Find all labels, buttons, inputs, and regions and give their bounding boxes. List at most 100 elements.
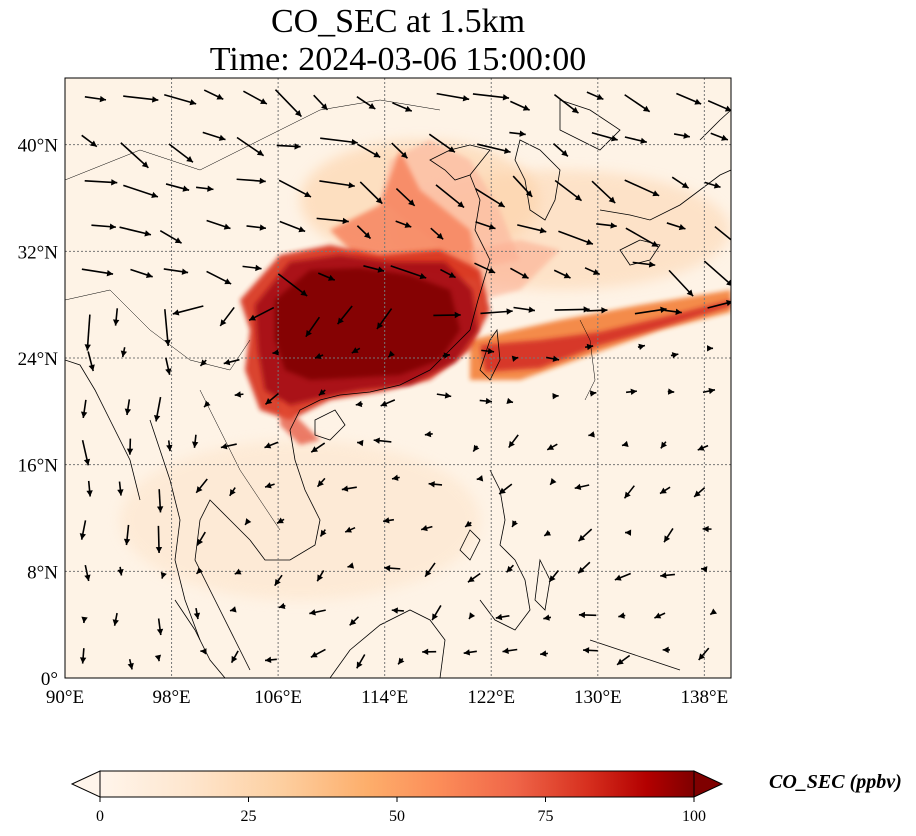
wind-arrow bbox=[79, 520, 87, 540]
wind-arrow bbox=[155, 525, 163, 554]
wind-arrow bbox=[464, 520, 472, 528]
wind-arrow bbox=[165, 357, 172, 375]
wind-arrow bbox=[637, 343, 646, 351]
wind-arrow bbox=[234, 391, 244, 398]
wind-arrow bbox=[697, 444, 709, 451]
wind-arrow bbox=[584, 267, 601, 276]
wind-arrow bbox=[577, 528, 593, 542]
lat-tick-label: 8°N bbox=[27, 562, 58, 583]
wind-arrow bbox=[163, 268, 189, 275]
wind-arrow bbox=[511, 355, 519, 362]
wind-arrow bbox=[506, 397, 514, 405]
plume-east-core bbox=[480, 300, 731, 372]
wind-arrow bbox=[81, 439, 91, 466]
wind-arrow bbox=[624, 179, 660, 197]
wind-arrow bbox=[168, 143, 194, 163]
wind-arrow bbox=[584, 343, 594, 351]
wind-arrow bbox=[654, 612, 666, 619]
wind-arrow bbox=[391, 142, 409, 159]
wind-arrow bbox=[91, 223, 116, 230]
wind-arrow bbox=[704, 181, 721, 189]
wind-arrow bbox=[80, 399, 88, 419]
wind-arrow bbox=[195, 185, 214, 192]
wind-arrow bbox=[553, 93, 579, 114]
wind-arrow bbox=[236, 136, 265, 157]
wind-arrow bbox=[126, 438, 134, 455]
map-frame bbox=[64, 77, 732, 679]
wind-arrow bbox=[264, 392, 279, 405]
lon-tick-label: 138°E bbox=[681, 687, 729, 708]
wind-arrow bbox=[707, 299, 731, 309]
wind-arrow bbox=[319, 529, 327, 537]
wind-arrow bbox=[589, 390, 597, 397]
wind-arrow bbox=[117, 566, 124, 576]
wind-arrow bbox=[431, 605, 442, 621]
wind-arrow bbox=[272, 349, 279, 356]
wind-arrow bbox=[391, 607, 404, 614]
wind-arrow bbox=[391, 474, 400, 481]
wind-arrow bbox=[117, 481, 124, 496]
wind-arrow bbox=[156, 618, 164, 636]
wind-arrow bbox=[309, 609, 326, 616]
wind-arrow bbox=[476, 475, 484, 482]
wind-arrow bbox=[277, 273, 308, 297]
wind-arrow bbox=[676, 92, 702, 105]
wind-arrow bbox=[552, 392, 559, 400]
wind-arrow bbox=[351, 347, 361, 354]
wind-arrow bbox=[667, 388, 675, 395]
lat-tick-label: 32°N bbox=[18, 242, 59, 263]
wind-arrow bbox=[305, 316, 321, 338]
wind-arrow bbox=[341, 485, 357, 492]
wind-arrow bbox=[596, 222, 617, 229]
wind-arrow bbox=[81, 134, 98, 148]
wind-arrow bbox=[230, 650, 239, 664]
wind-arrow bbox=[702, 525, 712, 533]
wind-arrow bbox=[166, 440, 173, 452]
colorbar-tick-label: 50 bbox=[389, 808, 405, 825]
wind-arrow bbox=[112, 612, 119, 626]
colorbar-tick-label: 0 bbox=[96, 808, 104, 825]
wind-arrow bbox=[336, 305, 353, 325]
wind-arrow bbox=[397, 657, 405, 665]
wind-arrow bbox=[554, 306, 590, 313]
wind-arrow bbox=[664, 308, 682, 315]
wind-arrow bbox=[191, 434, 199, 448]
wind-arrow bbox=[552, 143, 569, 157]
wind-arrow bbox=[663, 528, 674, 543]
wind-arrow bbox=[702, 387, 716, 395]
plume-north bbox=[330, 150, 480, 280]
colorbar-gradient bbox=[99, 770, 695, 798]
wind-arrow bbox=[440, 268, 456, 279]
latitude-ticks: 0° 8°N 16°N 24°N 32°N 40°N bbox=[18, 136, 59, 690]
wind-arrow bbox=[543, 614, 552, 621]
wind-arrow bbox=[693, 487, 706, 498]
lat-tick-label: 40°N bbox=[18, 136, 59, 157]
wind-arrow bbox=[234, 568, 242, 575]
wind-arrow bbox=[511, 520, 518, 528]
wind-arrow bbox=[625, 227, 659, 248]
wind-arrow bbox=[436, 392, 452, 399]
wind-arrow bbox=[356, 225, 372, 240]
wind-arrow bbox=[591, 180, 616, 204]
wind-arrow bbox=[420, 524, 433, 532]
wind-arrow bbox=[112, 308, 120, 326]
wind-arrow bbox=[710, 132, 729, 141]
wind-arrow bbox=[200, 648, 207, 655]
wind-arrow bbox=[553, 269, 571, 279]
wind-arrow bbox=[130, 268, 153, 278]
wind-arrow bbox=[660, 441, 668, 449]
wind-arrow bbox=[119, 226, 152, 237]
wind-arrow bbox=[123, 95, 159, 103]
wind-arrow bbox=[314, 353, 324, 360]
wind-arrow bbox=[244, 518, 252, 526]
wind-arrow bbox=[554, 179, 583, 202]
wind-arrow bbox=[264, 482, 275, 489]
wind-arrow bbox=[586, 307, 608, 314]
concentration-field bbox=[120, 140, 731, 600]
wind-arrow bbox=[373, 437, 392, 444]
wind-arrow bbox=[632, 261, 656, 268]
wind-arrow bbox=[616, 654, 631, 666]
wind-arrow bbox=[356, 654, 366, 669]
wind-arrow bbox=[248, 306, 275, 321]
wind-arrow bbox=[618, 612, 626, 619]
